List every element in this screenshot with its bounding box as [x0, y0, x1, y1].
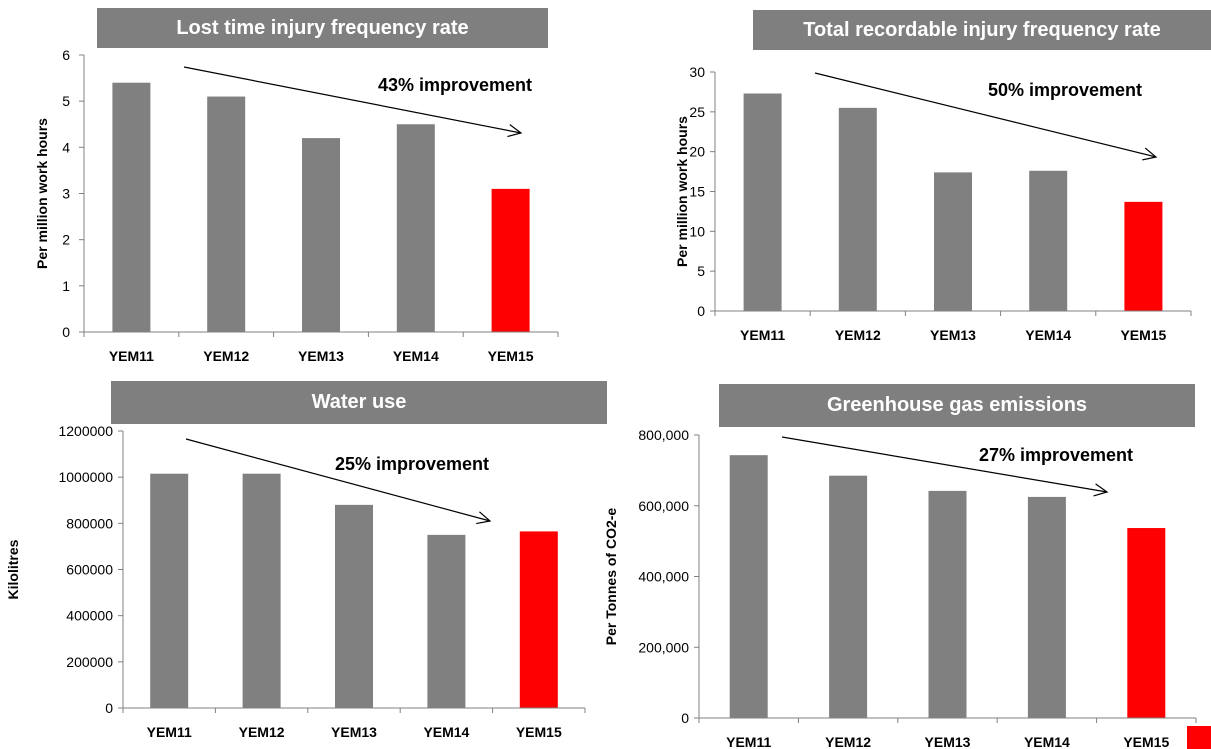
y-tick-label: 400,000 [638, 569, 689, 585]
chart-greenhouse-gas-emissions: 0 200,000 400,000 600,000 800,000 YEM11 YEM12 Y… [603, 427, 1197, 749]
bar-yem15 [491, 188, 530, 332]
bar-yem13 [928, 490, 967, 718]
x-tick-label: YEM13 [331, 724, 377, 740]
bar-yem12 [207, 96, 246, 332]
y-tick-label: 10 [689, 223, 705, 239]
x-tick-label: YEM14 [1025, 327, 1071, 343]
chart-title-lost-time: Lost time injury frequency rate [97, 8, 548, 48]
bar-yem12 [242, 473, 281, 708]
improvement-annotation: 25% improvement [335, 454, 489, 474]
improvement-annotation: 50% improvement [988, 80, 1142, 100]
x-tick-label: YEM13 [925, 734, 971, 749]
bar-yem13 [302, 138, 340, 332]
trend-arrow-line [183, 66, 522, 134]
y-tick-label: 1 [62, 278, 70, 294]
x-tick-label: YEM15 [488, 348, 534, 364]
y-tick-label: 5 [697, 263, 705, 279]
x-tick-label: YEM11 [740, 327, 785, 343]
x-tick-label: YEM12 [835, 327, 881, 343]
bar-yem11 [112, 82, 151, 332]
x-tick-label: YEM11 [726, 734, 771, 749]
improvement-annotation: 27% improvement [979, 445, 1133, 465]
bar-yem14 [1029, 170, 1068, 311]
y-axis-label: Kilolitres [5, 539, 21, 599]
x-tick-label: YEM14 [423, 724, 469, 740]
bar-yem11 [150, 473, 189, 708]
bar-yem14 [427, 534, 466, 708]
y-axis-label: Per Tonnes of CO2-e [603, 508, 619, 646]
chart-title-greenhouse-gas: Greenhouse gas emissions [719, 384, 1195, 427]
trend-arrow-line [814, 72, 1157, 158]
x-tick-label: YEM11 [147, 724, 192, 740]
bar-yem15 [1127, 528, 1166, 718]
y-tick-label: 3 [62, 186, 70, 202]
y-tick-label: 0 [105, 700, 113, 716]
chart-title-total-recordable: Total recordable injury frequency rate [753, 10, 1211, 50]
y-axis-label: Per million work hours [674, 116, 690, 267]
y-tick-label: 1000000 [58, 469, 113, 485]
bar-yem13 [934, 172, 972, 311]
x-tick-label: YEM15 [1120, 327, 1166, 343]
y-axis-label: Per million work hours [34, 118, 50, 269]
trend-arrow-head [507, 124, 523, 138]
y-tick-label: 200000 [66, 654, 113, 670]
y-tick-label: 800,000 [638, 427, 689, 443]
y-tick-label: 25 [689, 104, 705, 120]
x-tick-label: YEM12 [825, 734, 871, 749]
y-tick-label: 800000 [66, 515, 113, 531]
bar-yem15 [519, 531, 558, 708]
y-tick-label: 15 [689, 184, 705, 200]
bar-yem12 [829, 475, 868, 718]
y-tick-label: 400000 [66, 608, 113, 624]
chart-lost-time-injury: 0 1 2 3 4 5 6 YEM11 YEM12 YEM13 YEM14 YEM15 Per mill… [34, 47, 559, 364]
chart-total-recordable-injury: 0 5 10 15 20 25 30 YEM11 YEM12 YEM13 YEM14 YEM15 Per… [674, 64, 1192, 343]
y-tick-label: 4 [62, 139, 70, 155]
trend-arrow-line [781, 436, 1108, 493]
trend-arrow-head [1093, 483, 1109, 497]
bar-yem11 [743, 93, 782, 311]
y-tick-label: 200,000 [638, 639, 689, 655]
bar-yem13 [335, 504, 373, 708]
y-tick-label: 2 [62, 232, 70, 248]
trend-arrow-head [1142, 147, 1158, 161]
y-tick-label: 0 [697, 303, 705, 319]
y-tick-label: 6 [62, 47, 70, 63]
bar-yem11 [729, 455, 768, 718]
y-tick-label: 1200000 [58, 423, 113, 439]
x-tick-label: YEM13 [930, 327, 976, 343]
y-tick-label: 600000 [66, 562, 113, 578]
x-tick-label: YEM15 [1123, 734, 1169, 749]
x-tick-label: YEM14 [1024, 734, 1070, 749]
highlight-swatch [1187, 726, 1211, 749]
x-tick-label: YEM12 [203, 348, 249, 364]
bar-yem15 [1124, 201, 1163, 311]
x-tick-label: YEM11 [109, 348, 154, 364]
chart-water-use: 0 200000 400000 600000 800000 1000000 1200000 Y… [5, 423, 586, 740]
x-tick-label: YEM15 [516, 724, 562, 740]
x-tick-label: YEM14 [393, 348, 439, 364]
improvement-annotation: 43% improvement [378, 75, 532, 95]
chart-title-water-use: Water use [111, 381, 607, 424]
y-tick-label: 0 [681, 710, 689, 726]
y-tick-label: 0 [62, 324, 70, 340]
bar-yem14 [396, 124, 435, 332]
bar-yem14 [1027, 496, 1066, 718]
trend-arrow-head [476, 511, 492, 525]
y-tick-label: 30 [689, 64, 705, 80]
y-tick-label: 20 [689, 144, 705, 160]
x-tick-label: YEM13 [298, 348, 344, 364]
trend-arrow-line [185, 438, 491, 522]
y-tick-label: 600,000 [638, 498, 689, 514]
y-tick-label: 5 [62, 93, 70, 109]
x-tick-label: YEM12 [239, 724, 285, 740]
bar-yem12 [838, 107, 877, 311]
